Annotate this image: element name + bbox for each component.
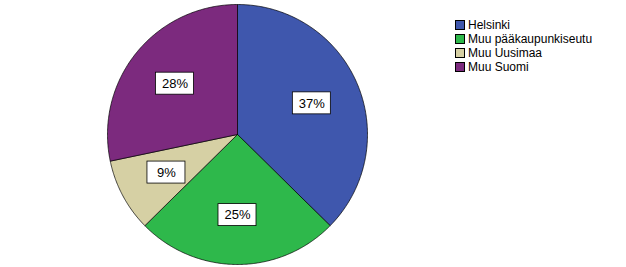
svg-text:28%: 28%: [162, 76, 188, 91]
svg-text:25%: 25%: [224, 207, 250, 222]
html-text:Muu pääkaupunkiseutu: Muu pääkaupunkiseutu: [468, 32, 593, 46]
svg-text:9%: 9%: [157, 165, 176, 180]
html-text:Muu Uusimaa: Muu Uusimaa: [468, 46, 542, 60]
html-text:Helsinki: Helsinki: [468, 18, 510, 32]
svg-text:37%: 37%: [299, 96, 325, 111]
html-text:Muu Suomi: Muu Suomi: [468, 60, 529, 74]
